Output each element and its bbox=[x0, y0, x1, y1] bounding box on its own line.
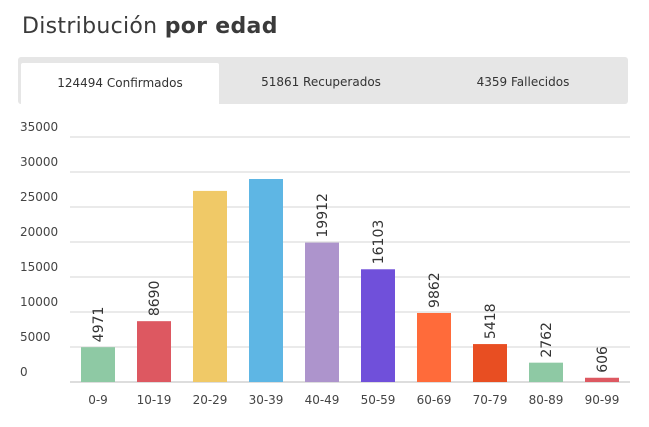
data-label: 4971 bbox=[91, 307, 107, 343]
x-tick-label: 90-99 bbox=[585, 393, 620, 407]
title-bold: por edad bbox=[164, 14, 278, 39]
y-tick-label: 5000 bbox=[20, 330, 51, 344]
data-label: 19912 bbox=[315, 193, 331, 238]
y-tick-label: 25000 bbox=[20, 190, 58, 204]
tab-bar: 124494 Confirmados 51861 Recuperados 435… bbox=[18, 57, 628, 104]
bar bbox=[137, 321, 171, 382]
bar bbox=[529, 362, 563, 382]
bar-chart: 0 5000 10000 15000 20000 25000 30000 35000 0-9 49… bbox=[20, 120, 630, 407]
data-label: 8690 bbox=[147, 281, 163, 317]
bar bbox=[305, 242, 339, 382]
bar bbox=[81, 347, 115, 382]
bar bbox=[585, 377, 619, 382]
bar bbox=[249, 179, 283, 382]
y-tick-label: 10000 bbox=[20, 295, 58, 309]
x-tick-label: 10-19 bbox=[137, 393, 172, 407]
x-tick-label: 70-79 bbox=[473, 393, 508, 407]
bar bbox=[473, 344, 507, 382]
bar bbox=[193, 190, 227, 382]
bar bbox=[417, 312, 451, 382]
y-tick-label: 20000 bbox=[20, 225, 58, 239]
data-label: 5418 bbox=[483, 303, 499, 339]
y-tick-label: 35000 bbox=[20, 120, 58, 134]
y-tick-label: 30000 bbox=[20, 155, 58, 169]
x-tick-label: 20-29 bbox=[193, 393, 228, 407]
bar bbox=[361, 269, 395, 382]
x-tick-label: 60-69 bbox=[417, 393, 452, 407]
x-tick-label: 40-49 bbox=[305, 393, 340, 407]
data-label: 606 bbox=[595, 346, 611, 373]
title-regular: Distribución bbox=[22, 14, 158, 39]
data-label: 2762 bbox=[539, 322, 555, 358]
page-title: Distribución por edad bbox=[22, 14, 278, 39]
tab-confirmados[interactable]: 124494 Confirmados bbox=[21, 63, 219, 104]
x-tick-label: 0-9 bbox=[88, 393, 108, 407]
tab-fallecidos[interactable]: 4359 Fallecidos bbox=[476, 75, 570, 89]
x-tick-label: 30-39 bbox=[249, 393, 284, 407]
data-label: 16103 bbox=[371, 220, 387, 265]
y-tick-label: 0 bbox=[20, 365, 28, 379]
x-tick-label: 50-59 bbox=[361, 393, 396, 407]
x-tick-label: 80-89 bbox=[529, 393, 564, 407]
data-label: 9862 bbox=[427, 272, 443, 308]
chart-area: 0 5000 10000 15000 20000 25000 30000 35000 0-9 49… bbox=[0, 104, 649, 423]
y-tick-label: 15000 bbox=[20, 260, 58, 274]
tab-recuperados[interactable]: 51861 Recuperados bbox=[261, 75, 381, 89]
